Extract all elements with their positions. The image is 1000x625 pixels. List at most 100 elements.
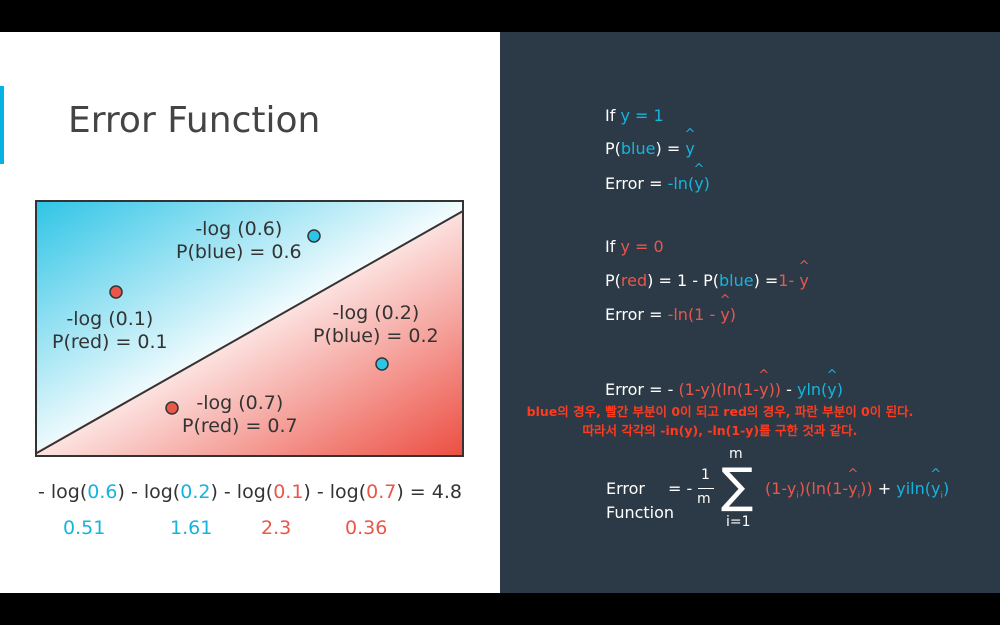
case-red-term: -ln(1 - — [667, 305, 721, 324]
case-blue-term: ) — [703, 174, 710, 193]
case-if-y-0: If y = 0 — [605, 237, 664, 257]
sum-upper-limit: m — [729, 446, 743, 462]
boundary-line — [35, 210, 464, 455]
case-text: - — [781, 380, 797, 399]
formula-equals: = - — [668, 479, 693, 498]
point-red-lower — [165, 401, 179, 415]
case-text: ) = — [655, 139, 686, 158]
case-text: P( — [605, 271, 621, 290]
case-blue-word: blue — [620, 139, 656, 158]
combined-error: Error = - (1-y)(ln(1-y)) - yln(y) — [605, 380, 843, 400]
subscript-i: i — [940, 491, 943, 502]
sum-text: - log( — [38, 481, 88, 503]
point-label-line: P(red) = 0.1 — [52, 331, 168, 353]
formula-label: Error Function — [606, 477, 674, 525]
case-red-term: 1- — [778, 271, 800, 290]
y-hat: y — [799, 271, 808, 291]
point-label-line: -log (0.6) — [195, 218, 283, 240]
slide-right-panel — [500, 32, 1000, 593]
case-blue-term: yln( — [797, 380, 828, 399]
sum-prob-blue: 0.2 — [180, 481, 211, 503]
point-label-blue-upper: -log (0.6) P(blue) = 0.6 — [176, 218, 302, 264]
case-condition: y = 1 — [620, 106, 664, 125]
formula-red-term: )(ln(1- — [798, 479, 849, 498]
diagram-frame — [35, 200, 464, 457]
case-error-0: Error = -ln(1 - y) — [605, 305, 736, 325]
point-label-line: -log (0.7) — [196, 392, 284, 414]
formula-blue-term: ) — [942, 479, 950, 498]
point-label-line: P(blue) = 0.2 — [313, 325, 439, 347]
point-label-red-left: -log (0.1) P(red) = 0.1 — [52, 308, 168, 354]
sum-text: ) - log( — [210, 481, 274, 503]
log-value: 0.51 — [63, 517, 106, 539]
y-hat: y — [720, 305, 729, 325]
y-hat: y — [931, 479, 940, 498]
formula-plus: + — [872, 479, 897, 498]
log-value: 0.36 — [345, 517, 388, 539]
case-condition: y = 0 — [620, 237, 664, 256]
point-label-line: -log (0.1) — [66, 308, 154, 330]
case-error-1: Error = -ln(y) — [605, 174, 710, 194]
annotation-line-1: blue의 경우, 빨간 부분이 0이 되고 red의 경우, 파란 부분이 0… — [526, 404, 914, 419]
formula-body: (1-yi)(ln(1-yi)) + yiln(yi) — [765, 479, 949, 501]
log-value: 2.3 — [261, 517, 292, 539]
case-text: Error = — [605, 305, 668, 324]
case-red-word: red — [620, 271, 648, 290]
formula-label-line: Error — [606, 479, 645, 498]
formula-red-term: )) — [860, 479, 873, 498]
fraction-denominator: m — [697, 491, 711, 507]
sum-lower-limit: i=1 — [726, 514, 751, 530]
letterbox-bottom — [0, 593, 1000, 625]
formula-blue-term: yiln( — [896, 479, 931, 498]
sigma-symbol: ∑ — [721, 458, 754, 514]
case-text: Error = - — [605, 380, 679, 399]
sum-prob-blue: 0.6 — [87, 481, 118, 503]
case-text: If — [605, 237, 621, 256]
point-label-blue-lower: -log (0.2) P(blue) = 0.2 — [313, 302, 439, 348]
log-value: 1.61 — [170, 517, 213, 539]
letterbox-top — [0, 0, 1000, 32]
case-red-term: )) — [768, 380, 782, 399]
fraction-bar — [698, 488, 714, 489]
formula-red-term: (1-y — [765, 479, 797, 498]
point-blue-upper — [307, 229, 321, 243]
point-label-red-lower: -log (0.7) P(red) = 0.7 — [182, 392, 298, 438]
sum-text: ) = 4.8 — [396, 481, 462, 503]
point-blue-lower — [375, 357, 389, 371]
case-red-term: ) — [729, 305, 737, 324]
case-text: If — [605, 106, 621, 125]
point-label-line: -log (0.2) — [332, 302, 420, 324]
point-label-line: P(blue) = 0.6 — [176, 241, 302, 263]
case-text: ) = 1 - P( — [647, 271, 719, 290]
case-text: Error = — [605, 174, 668, 193]
formula-label-line: Function — [606, 503, 675, 522]
subscript-i: i — [857, 491, 861, 502]
sum-prob-red: 0.7 — [366, 481, 397, 503]
sum-text: ) - log( — [117, 481, 181, 503]
case-text: P( — [605, 139, 621, 158]
point-label-line: P(red) = 0.7 — [182, 415, 298, 437]
y-hat: y — [694, 174, 703, 194]
y-hat: y — [685, 139, 694, 159]
log-sum-expression: - log(0.6) - log(0.2) - log(0.1) - log(0… — [38, 481, 462, 503]
fraction-numerator: 1 — [701, 467, 710, 483]
case-blue-term: ) — [836, 380, 844, 399]
y-hat: y — [827, 380, 836, 400]
case-p-red: P(red) = 1 - P(blue) =1- y — [605, 271, 809, 291]
annotation-line-2: 따라서 각각의 -in(y), -ln(1-y)를 구한 것과 같다. — [582, 423, 858, 438]
case-if-y-1: If y = 1 — [605, 106, 664, 126]
blue-region — [35, 200, 463, 452]
sum-prob-red: 0.1 — [273, 481, 304, 503]
y-hat: y — [759, 380, 768, 400]
case-blue-word: blue — [718, 271, 754, 290]
subscript-i: i — [796, 491, 799, 502]
classification-diagram — [35, 200, 464, 457]
case-text: ) = — [753, 271, 779, 290]
y-hat: y — [848, 479, 857, 498]
case-red-term: (1-y)(ln(1- — [678, 380, 760, 399]
sum-text: ) - log( — [303, 481, 367, 503]
title-accent-bar — [0, 86, 4, 164]
point-red-left — [109, 285, 123, 299]
case-blue-term: -ln( — [667, 174, 695, 193]
case-p-blue: P(blue) = y — [605, 139, 695, 159]
